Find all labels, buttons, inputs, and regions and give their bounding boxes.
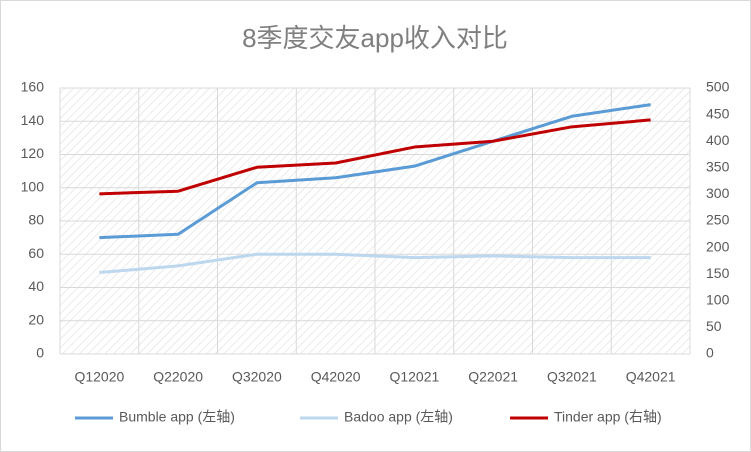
y2-tick-label: 150 [706,265,730,281]
chart-title: 8季度交友app收入对比 [242,23,508,53]
x-tick-label: Q42020 [311,369,361,385]
y-tick-label: 120 [21,145,45,161]
y-tick-label: 80 [28,212,44,228]
y2-tick-label: 500 [706,79,730,95]
y-tick-label: 20 [28,311,44,327]
y2-tick-label: 250 [706,212,730,228]
y2-tick-label: 50 [706,318,722,334]
y2-tick-label: 0 [706,345,714,361]
x-tick-label: Q12020 [74,369,124,385]
y2-tick-label: 350 [706,159,730,175]
x-tick-label: Q22020 [153,369,203,385]
x-tick-label: Q32021 [547,369,597,385]
series-line [99,103,651,240]
legend-label: Bumble app (左轴) [119,409,235,425]
y2-tick-label: 450 [706,105,730,121]
y2-tick-label: 300 [706,185,730,201]
y-tick-label: 160 [21,79,45,95]
series-line [99,252,651,275]
legend-label: Tinder app (右轴) [554,409,662,425]
x-tick-label: Q22021 [468,369,518,385]
x-tick-label: Q12021 [389,369,439,385]
legend-label: Badoo app (左轴) [344,409,453,425]
y2-tick-label: 400 [706,132,730,148]
y-tick-label: 40 [28,278,44,294]
series-line [99,118,651,196]
y-tick-label: 140 [21,112,45,128]
y2-tick-label: 100 [706,292,730,308]
x-tick-label: Q32020 [232,369,282,385]
y-tick-label: 0 [36,345,44,361]
y2-tick-label: 200 [706,238,730,254]
y-tick-label: 100 [21,178,45,194]
y-tick-label: 60 [28,245,44,261]
x-tick-label: Q42021 [626,369,676,385]
